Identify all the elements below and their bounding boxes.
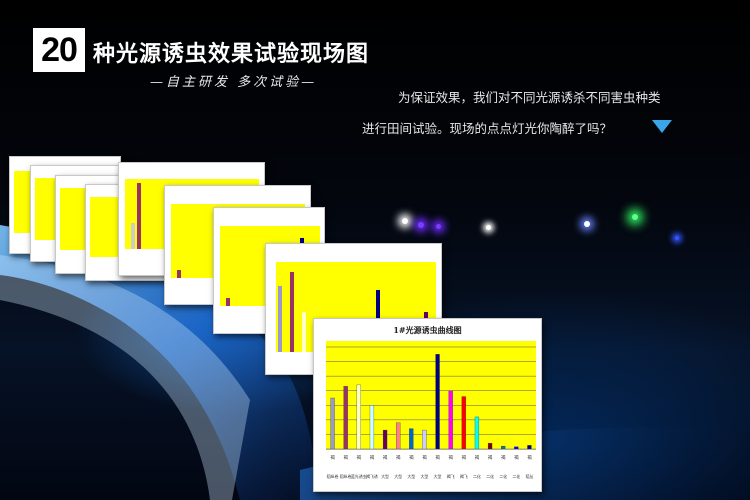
description-line-2: 进行田间试验。现场的点点灯光你陶醉了吗？ <box>362 121 613 136</box>
x-group-label: 稻纵卷 <box>340 473 352 479</box>
x-tick-label: 褐 <box>343 454 348 461</box>
x-group-label: 蓝光诱虫 <box>351 473 367 479</box>
scene-light <box>584 221 590 227</box>
triangle-down-icon[interactable] <box>652 120 672 133</box>
chart-bar <box>343 386 348 450</box>
scene-light <box>486 225 491 230</box>
x-group-label: 大型 <box>381 473 389 479</box>
x-group-label: 大型 <box>407 473 415 479</box>
x-group-label: 大型 <box>420 473 428 479</box>
chart-bar <box>409 428 414 450</box>
x-tick-label: 褐 <box>396 454 401 461</box>
x-tick-label: 褐 <box>330 454 335 461</box>
main-chart-svg <box>326 346 536 450</box>
x-tick-label: 褐 <box>514 454 519 461</box>
chart-bar <box>461 396 466 450</box>
x-tick-label: 褐 <box>435 454 440 461</box>
chart-bar <box>382 429 388 450</box>
x-group-label: 二化 <box>486 473 494 479</box>
scene-light <box>632 214 638 220</box>
x-group-label: 褐飞 <box>460 473 468 479</box>
x-tick-label: 褐 <box>462 454 467 461</box>
x-group-label: 褐飞诱 <box>366 473 378 479</box>
x-group-label: 二化 <box>473 473 481 479</box>
x-group-label: 大型 <box>394 473 402 479</box>
description-line-1: 为保证效果，我们对不同光源诱杀不同害虫种类 <box>398 90 661 105</box>
x-group-label: 二化 <box>499 473 507 479</box>
chart-bar <box>369 405 375 450</box>
chart-bar <box>330 397 335 450</box>
x-group-label: 褐飞 <box>447 473 455 479</box>
x-tick-label: 褐 <box>357 454 362 461</box>
scene-light <box>402 218 408 224</box>
scene-light <box>418 222 424 228</box>
slide-number: 20 <box>33 28 85 72</box>
chart-bar <box>435 354 440 450</box>
x-tick-label: 褐 <box>409 454 414 461</box>
x-tick-label: 褐 <box>448 454 453 461</box>
main-chart-plot <box>326 341 536 450</box>
main-chart-x-axis: 褐稻纵卷 褐稻纵卷 褐蓝光诱虫 褐褐飞诱 褐大型 褐大型 褐大型 褐大型 褐大型 褐褐飞 褐褐飞 褐二… <box>326 449 536 488</box>
x-group-label: 大型 <box>434 473 442 479</box>
x-group-label: 稻丛 <box>525 473 533 479</box>
x-tick-label: 褐 <box>475 454 480 461</box>
x-tick-label: 褐 <box>383 454 388 461</box>
slide-subtitle: —自主研发 多次试验— <box>150 75 318 90</box>
chart-bar <box>356 384 361 450</box>
x-tick-label: 褐 <box>488 454 493 461</box>
x-group-label: 二化 <box>512 473 520 479</box>
x-group-label: 稻纵卷 <box>327 473 339 479</box>
scene-light <box>436 224 441 229</box>
scene-light <box>675 236 679 240</box>
chart-bar <box>422 429 427 450</box>
chart-bar <box>448 390 453 450</box>
chart-bar <box>474 416 480 450</box>
main-chart-title: 1#光源诱虫曲线图 <box>393 325 462 335</box>
x-tick-label: 褐 <box>370 454 375 461</box>
x-tick-label: 褐 <box>422 454 427 461</box>
slide-title: 种光源诱虫效果试验现场图 <box>93 42 370 67</box>
chart-bar <box>396 422 401 450</box>
x-tick-label: 褐 <box>501 454 506 461</box>
x-tick-label: 褐 <box>527 454 532 461</box>
main-chart-card: 1#光源诱虫曲线图 褐稻纵卷褐稻纵卷褐蓝光诱虫褐褐飞诱褐大型褐大型褐大型褐大型褐… <box>313 318 542 492</box>
